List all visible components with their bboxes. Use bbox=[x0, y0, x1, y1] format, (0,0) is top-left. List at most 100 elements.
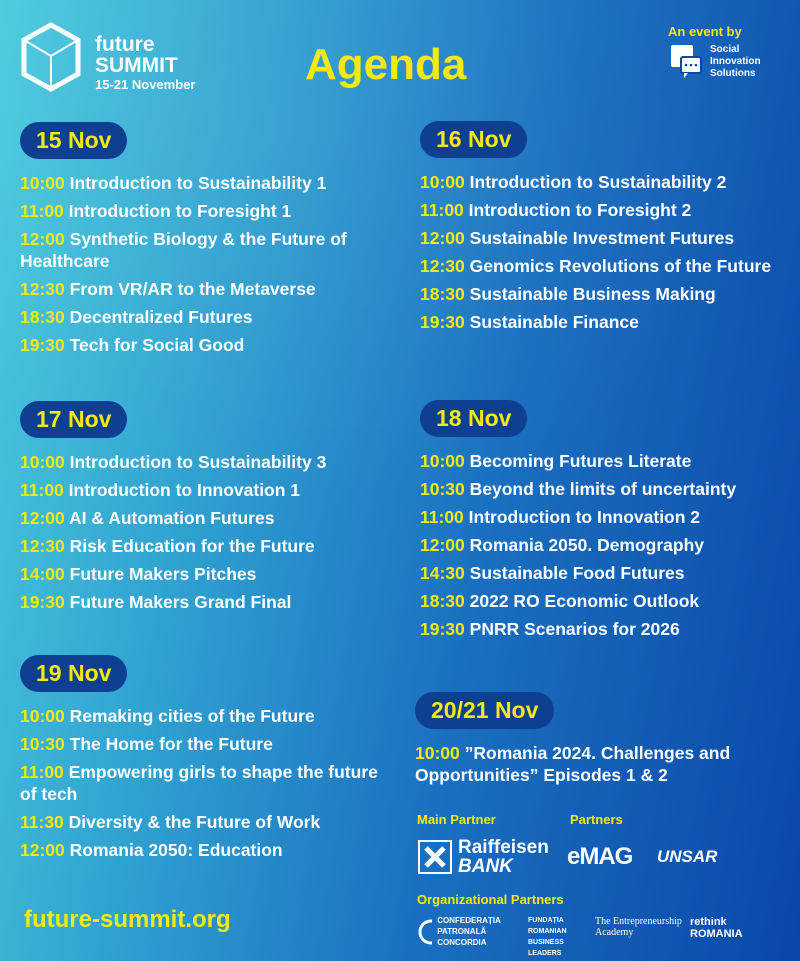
agenda-item: 10:00 Introduction to Sustainability 3 bbox=[20, 451, 380, 473]
agenda-item: 11:00 Introduction to Innovation 1 bbox=[20, 479, 380, 501]
item-time: 19:30 bbox=[20, 592, 65, 612]
item-time: 10:30 bbox=[420, 479, 465, 499]
agenda-item: 19:30 Tech for Social Good bbox=[20, 334, 380, 356]
agenda-item: 14:30 Sustainable Food Futures bbox=[420, 562, 780, 584]
agenda-item: 12:30 From VR/AR to the Metaverse bbox=[20, 278, 380, 300]
item-title: Sustainable Finance bbox=[469, 312, 639, 332]
partners-label: Partners bbox=[570, 812, 623, 827]
item-time: 11:00 bbox=[20, 480, 64, 500]
day-label: 20/21 Nov bbox=[415, 692, 555, 729]
item-time: 19:30 bbox=[20, 335, 65, 355]
agenda-item: 10:30 Beyond the limits of uncertainty bbox=[420, 478, 780, 500]
agenda-item: 19:30 Future Makers Grand Final bbox=[20, 591, 380, 613]
item-time: 10:00 bbox=[420, 451, 465, 471]
org-partners-label: Organizational Partners bbox=[417, 892, 564, 907]
item-title: ”Romania 2024. Challenges and Opportunit… bbox=[415, 743, 731, 785]
item-time: 12:30 bbox=[20, 536, 65, 556]
agenda-item: 12:30 Genomics Revolutions of the Future bbox=[420, 255, 780, 277]
item-time: 10:00 bbox=[20, 452, 65, 472]
day-label: 17 Nov bbox=[20, 401, 128, 438]
concordia-icon bbox=[418, 919, 433, 944]
item-time: 10:00 bbox=[415, 743, 460, 763]
agenda-item: 12:00 Sustainable Investment Futures bbox=[420, 227, 780, 249]
agenda-item: 11:00 Empowering girls to shape the futu… bbox=[20, 761, 380, 805]
agenda-item: 12:00 AI & Automation Futures bbox=[20, 507, 380, 529]
agenda-item: 10:00 Introduction to Sustainability 1 bbox=[20, 172, 380, 194]
item-title: Introduction to Sustainability 3 bbox=[69, 452, 327, 472]
page-title: Agenda bbox=[305, 40, 467, 89]
logo-line2: SUMMIT bbox=[95, 54, 178, 77]
agenda-item: 19:30 Sustainable Finance bbox=[420, 311, 780, 333]
agenda-item: 12:30 Risk Education for the Future bbox=[20, 535, 380, 557]
agenda-item: 12:00 Romania 2050. Demography bbox=[420, 534, 780, 556]
organizer-line: Social bbox=[710, 44, 740, 55]
speech-bubbles-icon bbox=[671, 45, 702, 78]
day-section: 17 Nov 10:00 Introduction to Sustainabili… bbox=[20, 401, 380, 619]
item-time: 12:00 bbox=[420, 228, 465, 248]
item-time: 12:30 bbox=[420, 256, 465, 276]
agenda-item: 10:00 Becoming Futures Literate bbox=[420, 450, 780, 472]
emag-logo: eMAG bbox=[567, 843, 633, 870]
raiffeisen-logo: Raiffeisen BANK bbox=[418, 838, 549, 876]
organizer-line: Innovation bbox=[710, 56, 761, 67]
item-title: Sustainable Business Making bbox=[469, 284, 716, 304]
item-title: The Home for the Future bbox=[69, 734, 273, 754]
item-title: Future Makers Pitches bbox=[69, 564, 257, 584]
main-partner-label: Main Partner bbox=[417, 812, 496, 827]
item-title: Sustainable Food Futures bbox=[469, 563, 685, 583]
agenda-item: 19:30 PNRR Scenarios for 2026 bbox=[420, 618, 780, 640]
website-link[interactable]: future-summit.org bbox=[24, 906, 231, 933]
item-title: Introduction to Innovation 2 bbox=[468, 507, 701, 527]
day-section: 15 Nov 10:00 Introduction to Sustainabili… bbox=[20, 122, 380, 362]
day-section: 18 Nov 10:00 Becoming Futures Literate 10:… bbox=[420, 400, 780, 646]
item-time: 12:00 bbox=[20, 840, 65, 860]
item-time: 12:00 bbox=[20, 229, 65, 249]
partner-name: BANK bbox=[458, 856, 513, 877]
rbl-logo: FUNDAȚIA ROMANIAN BUSINESS LEADERS bbox=[528, 917, 567, 957]
day-label: 16 Nov bbox=[420, 121, 528, 158]
item-time: 12:00 bbox=[420, 535, 465, 555]
day-section: 20/21 Nov 10:00 ”Romania 2024. Challenges… bbox=[415, 692, 755, 792]
partner-name: CONFEDERAȚIA PATRONALĂ CONCORDIA bbox=[437, 916, 501, 947]
agenda-item: 14:00 Future Makers Pitches bbox=[20, 563, 380, 585]
event-dates: 15-21 November bbox=[95, 77, 196, 92]
agenda-item: 10:00 ”Romania 2024. Challenges and Oppo… bbox=[415, 742, 755, 786]
item-title: Synthetic Biology & the Future of Health… bbox=[20, 229, 347, 271]
agenda-item: 18:30 Sustainable Business Making bbox=[420, 283, 780, 305]
agenda-item: 11:00 Introduction to Innovation 2 bbox=[420, 506, 780, 528]
item-time: 12:30 bbox=[20, 279, 65, 299]
item-title: Introduction to Sustainability 1 bbox=[69, 173, 327, 193]
day-section: 16 Nov 10:00 Introduction to Sustainabili… bbox=[420, 121, 780, 339]
item-time: 11:00 bbox=[420, 507, 464, 527]
day-label: 18 Nov bbox=[420, 400, 528, 437]
item-title: Romania 2050. Demography bbox=[469, 535, 705, 555]
item-title: Remaking cities of the Future bbox=[69, 706, 315, 726]
item-time: 10:00 bbox=[20, 173, 65, 193]
day-section: 19 Nov 10:00 Remaking cities of the Futur… bbox=[20, 655, 380, 867]
item-time: 18:30 bbox=[420, 284, 465, 304]
entrepreneurship-academy-logo: The Entrepreneurship Academy bbox=[595, 916, 682, 938]
agenda-item: 12:00 Romania 2050: Education bbox=[20, 839, 380, 861]
item-time: 10:30 bbox=[20, 734, 65, 754]
item-title: Introduction to Sustainability 2 bbox=[469, 172, 727, 192]
agenda-item: 10:00 Remaking cities of the Future bbox=[20, 705, 380, 727]
item-title: Becoming Futures Literate bbox=[469, 451, 692, 471]
item-title: Future Makers Grand Final bbox=[69, 592, 292, 612]
agenda-item: 11:00 Introduction to Foresight 2 bbox=[420, 199, 780, 221]
item-title: Risk Education for the Future bbox=[69, 536, 315, 556]
item-title: Decentralized Futures bbox=[69, 307, 253, 327]
logo-line1: future bbox=[95, 33, 155, 56]
raiffeisen-cross-icon bbox=[418, 840, 452, 874]
item-title: Beyond the limits of uncertainty bbox=[469, 479, 737, 499]
item-time: 19:30 bbox=[420, 312, 465, 332]
item-title: Diversity & the Future of Work bbox=[68, 812, 321, 832]
item-time: 10:00 bbox=[20, 706, 65, 726]
item-time: 11:00 bbox=[20, 201, 64, 221]
item-title: AI & Automation Futures bbox=[68, 508, 275, 528]
item-title: Sustainable Investment Futures bbox=[469, 228, 735, 248]
day-label: 19 Nov bbox=[20, 655, 128, 692]
item-time: 11:30 bbox=[20, 812, 64, 832]
item-time: 10:00 bbox=[420, 172, 465, 192]
item-title: Genomics Revolutions of the Future bbox=[469, 256, 772, 276]
item-time: 18:30 bbox=[20, 307, 65, 327]
